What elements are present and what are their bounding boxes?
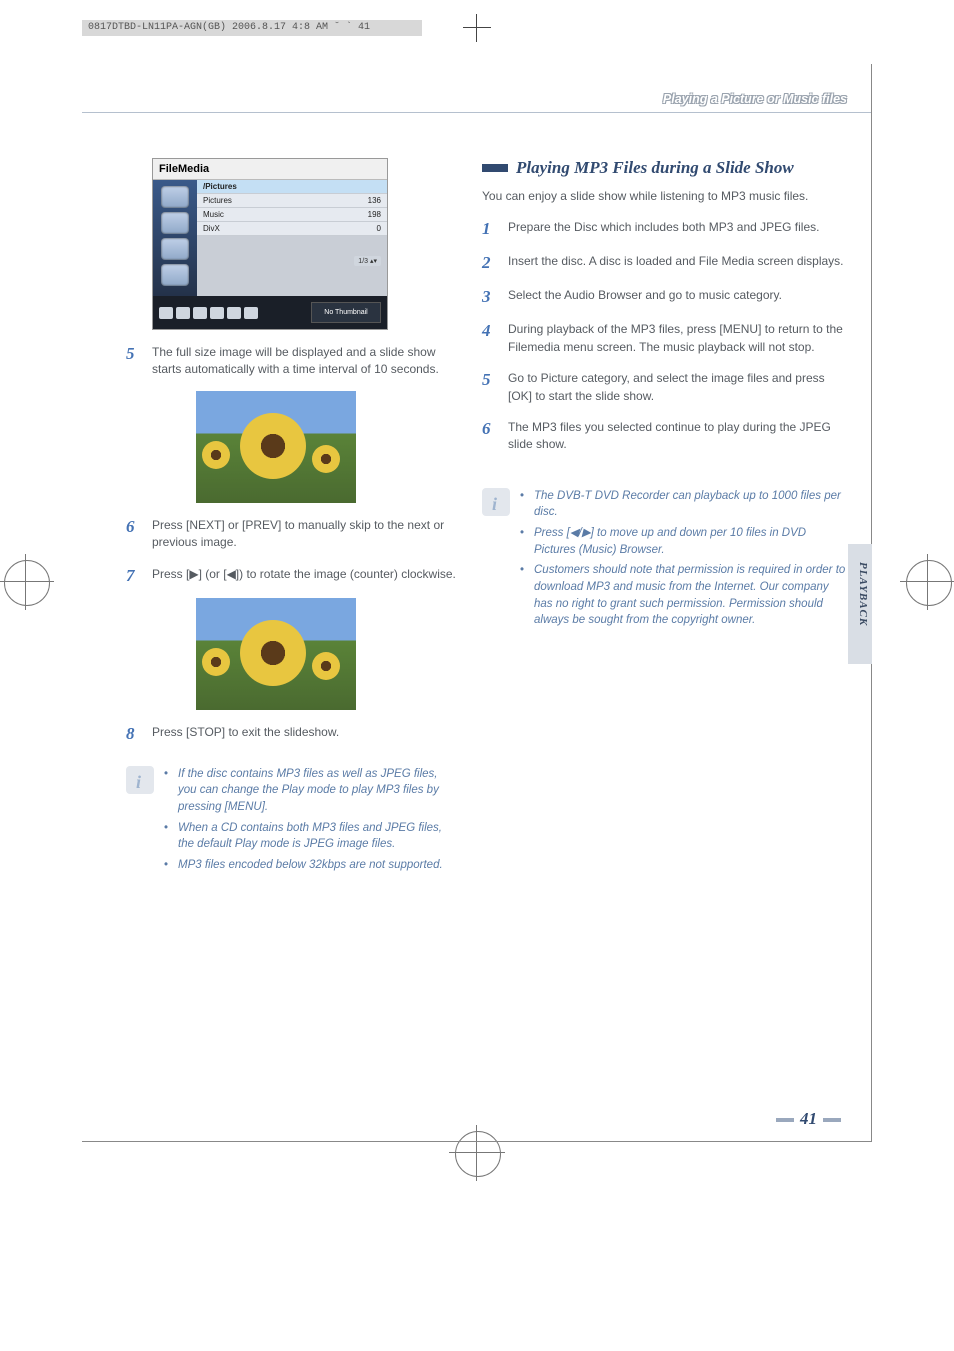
side-tab-label: PLAYBACK	[857, 562, 869, 626]
head-rule	[82, 112, 871, 113]
left-column: FileMedia /Pictures Pictures 136 Music 198…	[126, 158, 456, 878]
left-info-block: If the disc contains MP3 files as well a…	[126, 766, 456, 878]
note-item: When a CD contains both MP3 files and JP…	[164, 820, 456, 853]
filemedia-icon	[161, 238, 189, 260]
right-column: Playing MP3 Files during a Slide Show Yo…	[482, 158, 846, 633]
step-text: Prepare the Disc which includes both MP3…	[508, 219, 819, 239]
filemedia-row-count: 198	[368, 210, 381, 219]
section-intro: You can enjoy a slide show while listeni…	[482, 188, 846, 205]
step-text: During playback of the MP3 files, press …	[508, 321, 846, 356]
heading-title: Playing MP3 Files during a Slide Show	[516, 158, 794, 178]
step-8: 8 Press [STOP] to exit the slideshow.	[126, 724, 456, 744]
info-icon	[482, 488, 510, 516]
crop-mark-left	[4, 560, 48, 604]
transport-btn	[159, 307, 173, 319]
filemedia-icon	[161, 212, 189, 234]
step-number: 6	[482, 419, 496, 454]
step-2: 2 Insert the disc. A disc is loaded and …	[482, 253, 846, 273]
step-5r: 5 Go to Picture category, and select the…	[482, 370, 846, 405]
step-text: Press [STOP] to exit the slideshow.	[152, 724, 339, 744]
step-4: 4 During playback of the MP3 files, pres…	[482, 321, 846, 356]
note-item: The DVB-T DVD Recorder can playback up t…	[520, 488, 846, 521]
step-number: 5	[482, 370, 496, 405]
step-number: 1	[482, 219, 496, 239]
note-item: If the disc contains MP3 files as well a…	[164, 766, 456, 816]
step-text: Go to Picture category, and select the i…	[508, 370, 846, 405]
step-text: Insert the disc. A disc is loaded and Fi…	[508, 253, 844, 273]
filemedia-row-label: DivX	[203, 224, 220, 233]
page-number: 41	[776, 1109, 841, 1129]
step-number: 5	[126, 344, 140, 379]
filemedia-title: FileMedia	[153, 159, 387, 180]
filemedia-sidebar	[153, 180, 197, 296]
filemedia-footer: No Thumbnail	[153, 296, 387, 329]
filemedia-icon	[161, 264, 189, 286]
filemedia-list: /Pictures Pictures 136 Music 198 DivX 0	[197, 180, 387, 296]
note-item: MP3 files encoded below 32kbps are not s…	[164, 857, 456, 874]
print-header-strip: 0817DTBD-LN11PA-AGN(GB) 2006.8.17 4:8 AM…	[82, 20, 422, 36]
filemedia-row-label: Music	[203, 210, 224, 219]
note-item: Customers should note that permission is…	[520, 562, 846, 629]
step-text: Select the Audio Browser and go to music…	[508, 287, 782, 307]
section-heading: Playing MP3 Files during a Slide Show	[482, 158, 846, 178]
left-notes-list: If the disc contains MP3 files as well a…	[164, 766, 456, 878]
transport-btn	[176, 307, 190, 319]
step-6: 6 Press [NEXT] or [PREV] to manually ski…	[126, 517, 456, 552]
crop-mark-top	[463, 14, 491, 42]
transport-btn	[193, 307, 207, 319]
right-info-block: The DVB-T DVD Recorder can playback up t…	[482, 488, 846, 633]
step-number: 2	[482, 253, 496, 273]
filemedia-row-label: Pictures	[203, 196, 232, 205]
crop-mark-right	[906, 560, 950, 604]
step-number: 4	[482, 321, 496, 356]
step-7: 7 Press [▶] (or [◀]) to rotate the image…	[126, 566, 456, 586]
step-6r: 6 The MP3 files you selected continue to…	[482, 419, 846, 454]
step-number: 8	[126, 724, 140, 744]
step-number: 3	[482, 287, 496, 307]
sunflower-image	[196, 391, 356, 503]
transport-btn	[210, 307, 224, 319]
step-5: 5 The full size image will be displayed …	[126, 344, 456, 379]
sunflower-image-2	[196, 598, 356, 710]
filemedia-row-count: 0	[377, 224, 381, 233]
step-number: 7	[126, 566, 140, 586]
filemedia-row-count: 136	[368, 196, 381, 205]
step-text: The full size image will be displayed an…	[152, 344, 456, 379]
filemedia-screenshot: FileMedia /Pictures Pictures 136 Music 198…	[152, 158, 388, 330]
note-item: Press [◀/▶] to move up and down per 10 f…	[520, 525, 846, 558]
filemedia-no-thumbnail: No Thumbnail	[311, 302, 381, 323]
page-frame: Playing a Picture or Music files PLAYBAC…	[82, 64, 872, 1142]
transport-btn	[227, 307, 241, 319]
running-head: Playing a Picture or Music files	[663, 92, 847, 106]
heading-bar	[482, 164, 508, 172]
step-number: 6	[126, 517, 140, 552]
step-1: 1 Prepare the Disc which includes both M…	[482, 219, 846, 239]
step-text: The MP3 files you selected continue to p…	[508, 419, 846, 454]
right-notes-list: The DVB-T DVD Recorder can playback up t…	[520, 488, 846, 633]
step-3: 3 Select the Audio Browser and go to mus…	[482, 287, 846, 307]
filemedia-icon	[161, 186, 189, 208]
step-text: Press [NEXT] or [PREV] to manually skip …	[152, 517, 456, 552]
transport-btn	[244, 307, 258, 319]
step-text: Press [▶] (or [◀]) to rotate the image (…	[152, 566, 456, 586]
info-icon	[126, 766, 154, 794]
filemedia-path: /Pictures	[203, 182, 237, 191]
filemedia-pager: 1/3 ▴▾	[354, 256, 381, 266]
